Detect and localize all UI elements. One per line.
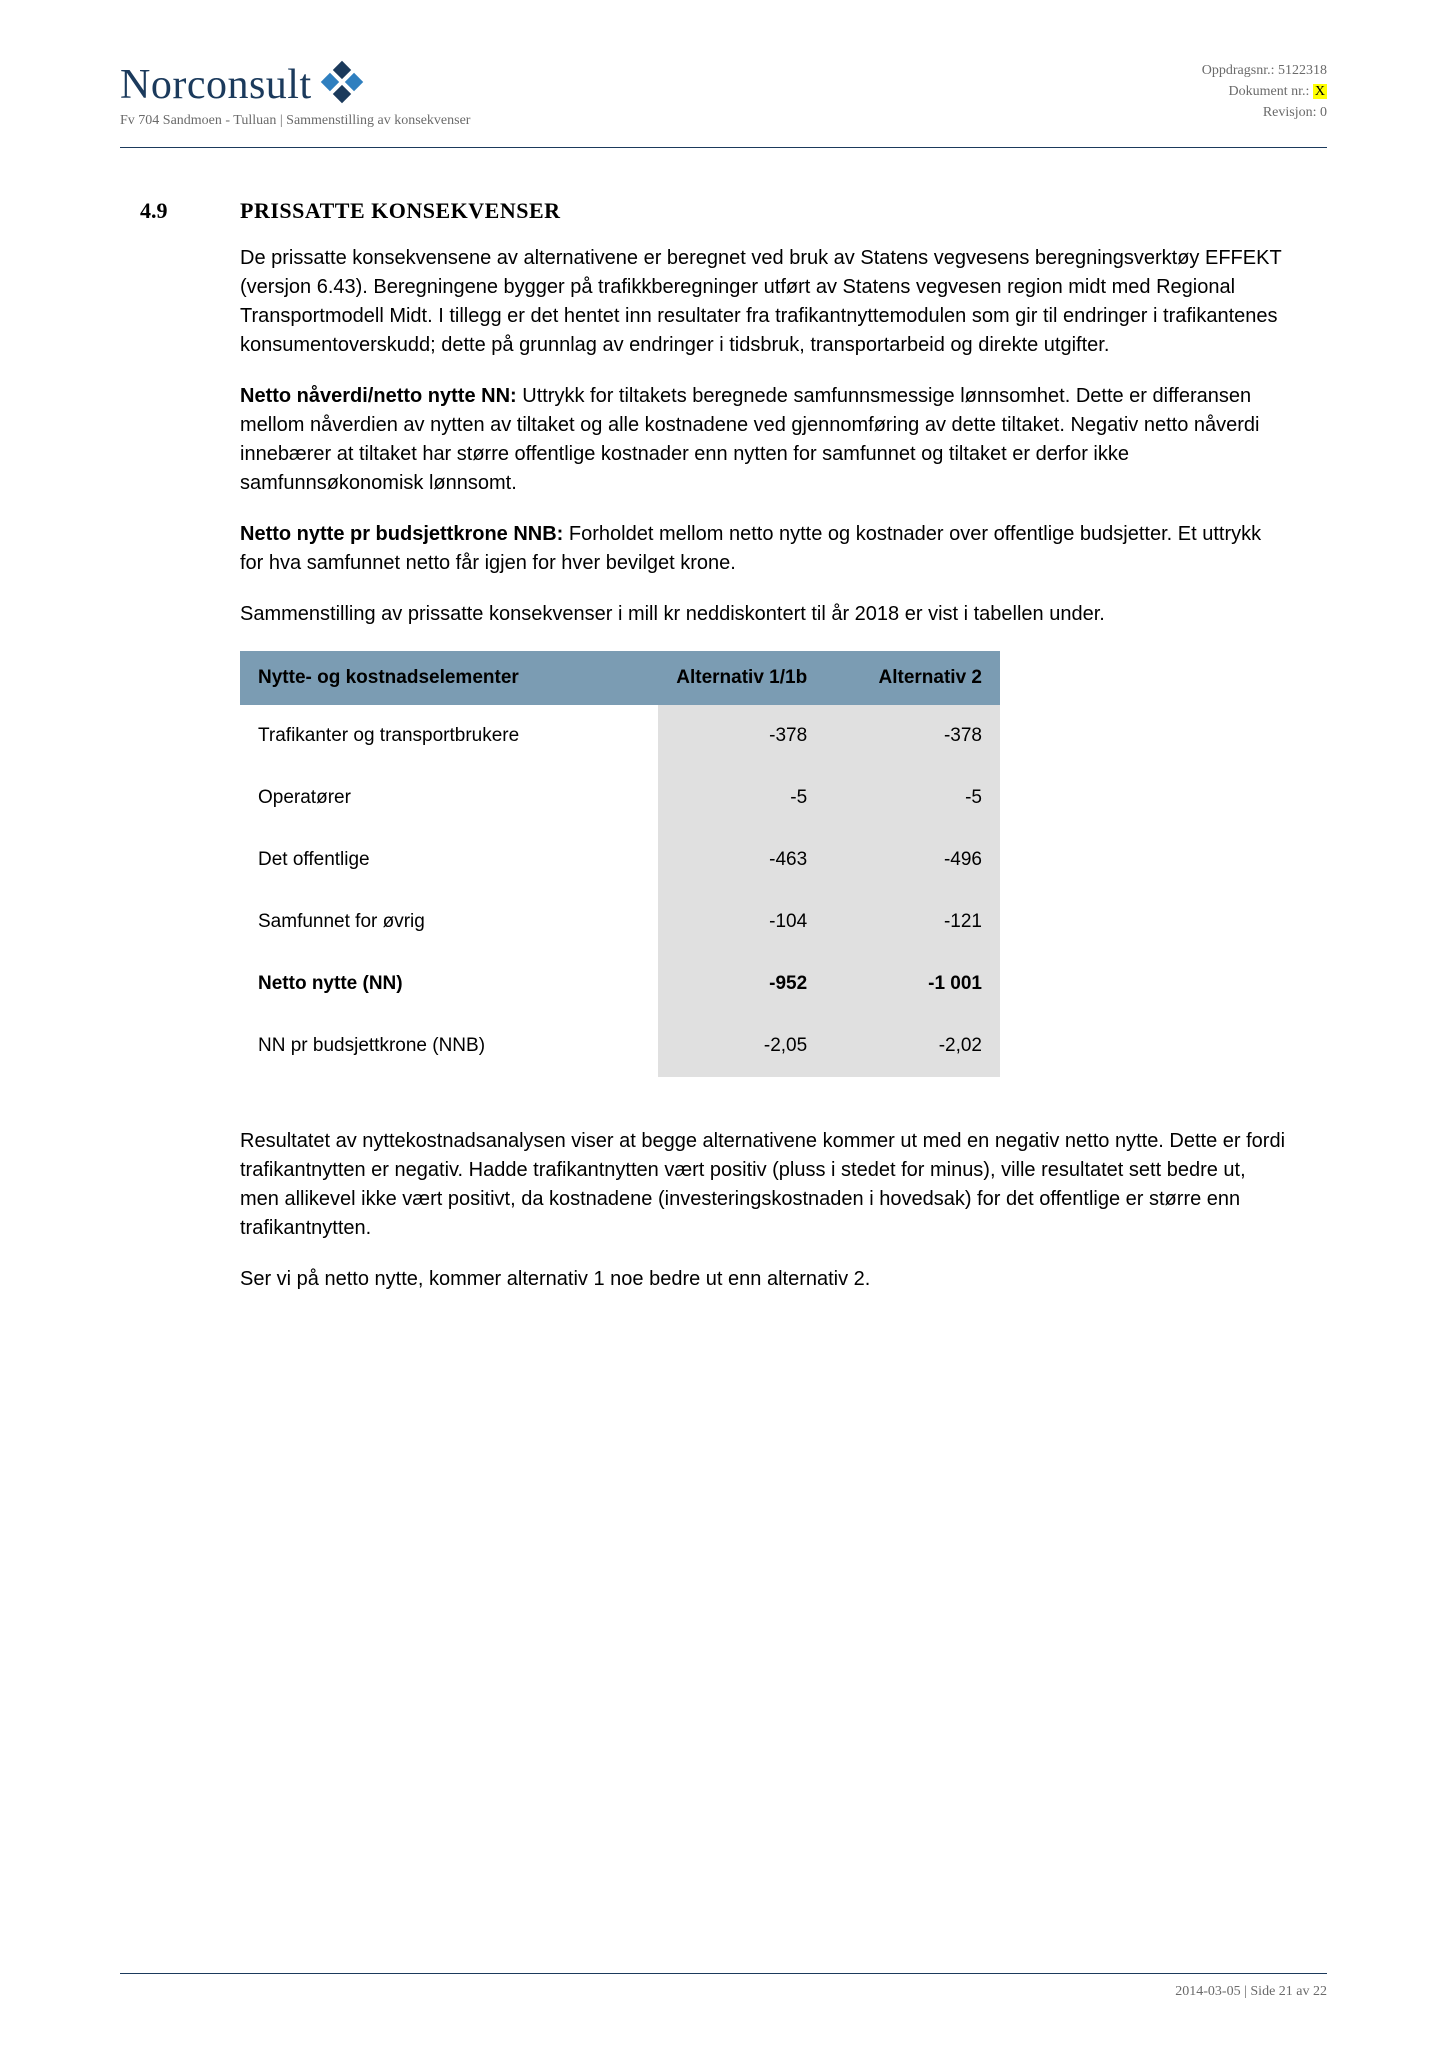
paragraph-6: Ser vi på netto nytte, kommer alternativ…: [240, 1265, 1290, 1294]
row-value-alt2: -496: [825, 829, 1000, 891]
footer-text: 2014-03-05 | Side 21 av 22: [1175, 1984, 1327, 1999]
row-label: Det offentlige: [240, 829, 658, 891]
row-value-alt1: -104: [658, 891, 825, 953]
row-label: Operatører: [240, 767, 658, 829]
section-heading: 4.9 PRISSATTE KONSEKVENSER: [140, 198, 1307, 224]
meta-dokument-highlight: X: [1313, 84, 1327, 99]
table-row: Det offentlige-463-496: [240, 829, 1000, 891]
page-header: Norconsult Fv 704 Sandmoen - Tulluan | S…: [120, 60, 1327, 148]
consequence-table-wrap: Nytte- og kostnadselementer Alternativ 1…: [240, 651, 1000, 1077]
row-value-alt1: -463: [658, 829, 825, 891]
brand-name: Norconsult: [120, 61, 312, 109]
row-label: Trafikanter og transportbrukere: [240, 705, 658, 767]
row-value-alt2: -121: [825, 891, 1000, 953]
table-header-row: Nytte- og kostnadselementer Alternativ 1…: [240, 651, 1000, 705]
row-value-alt2: -1 001: [825, 953, 1000, 1015]
row-label: NN pr budsjettkrone (NNB): [240, 1015, 658, 1077]
doc-meta: Oppdragsnr.: 5122318 Dokument nr.: X Rev…: [1202, 60, 1327, 123]
col-header-alt1: Alternativ 1/1b: [658, 651, 825, 705]
table-body: Trafikanter og transportbrukere-378-378O…: [240, 705, 1000, 1077]
row-label: Netto nytte (NN): [240, 953, 658, 1015]
row-value-alt1: -378: [658, 705, 825, 767]
table-row: Operatører-5-5: [240, 767, 1000, 829]
row-value-alt2: -378: [825, 705, 1000, 767]
table-row: NN pr budsjettkrone (NNB)-2,05-2,02: [240, 1015, 1000, 1077]
main-content: 4.9 PRISSATTE KONSEKVENSER De prissatte …: [120, 198, 1327, 1294]
p3-bold: Netto nytte pr budsjettkrone NNB:: [240, 523, 563, 545]
table-row: Trafikanter og transportbrukere-378-378: [240, 705, 1000, 767]
section-title: PRISSATTE KONSEKVENSER: [240, 198, 561, 224]
meta-dokument: Dokument nr.: X: [1202, 81, 1327, 102]
brand-subtitle: Fv 704 Sandmoen - Tulluan | Sammenstilli…: [120, 113, 470, 129]
row-value-alt1: -5: [658, 767, 825, 829]
table-row: Samfunnet for øvrig-104-121: [240, 891, 1000, 953]
meta-oppdrag: Oppdragsnr.: 5122318: [1202, 60, 1327, 81]
section-number: 4.9: [140, 198, 200, 224]
row-value-alt2: -5: [825, 767, 1000, 829]
paragraph-3: Netto nytte pr budsjettkrone NNB: Forhol…: [240, 520, 1290, 578]
table-row: Netto nytte (NN)-952-1 001: [240, 953, 1000, 1015]
col-header-label: Nytte- og kostnadselementer: [240, 651, 658, 705]
col-header-alt2: Alternativ 2: [825, 651, 1000, 705]
brand-block: Norconsult Fv 704 Sandmoen - Tulluan | S…: [120, 60, 470, 129]
paragraph-2: Netto nåverdi/netto nytte NN: Uttrykk fo…: [240, 382, 1290, 498]
row-label: Samfunnet for øvrig: [240, 891, 658, 953]
page: Norconsult Fv 704 Sandmoen - Tulluan | S…: [0, 0, 1447, 2048]
row-value-alt2: -2,02: [825, 1015, 1000, 1077]
meta-revisjon: Revisjon: 0: [1202, 102, 1327, 123]
row-value-alt1: -952: [658, 953, 825, 1015]
paragraph-5: Resultatet av nyttekostnadsanalysen vise…: [240, 1127, 1290, 1243]
body-column: De prissatte konsekvensene av alternativ…: [240, 244, 1290, 629]
meta-dokument-prefix: Dokument nr.:: [1228, 84, 1312, 99]
paragraph-4: Sammenstilling av prissatte konsekvenser…: [240, 600, 1290, 629]
page-footer: 2014-03-05 | Side 21 av 22: [120, 1973, 1327, 2000]
paragraph-1: De prissatte konsekvensene av alternativ…: [240, 244, 1290, 360]
brand-logo-icon: [320, 60, 364, 109]
consequence-table: Nytte- og kostnadselementer Alternativ 1…: [240, 651, 1000, 1077]
brand-top: Norconsult: [120, 60, 470, 109]
p2-bold: Netto nåverdi/netto nytte NN:: [240, 385, 517, 407]
body-column-2: Resultatet av nyttekostnadsanalysen vise…: [240, 1127, 1290, 1294]
row-value-alt1: -2,05: [658, 1015, 825, 1077]
